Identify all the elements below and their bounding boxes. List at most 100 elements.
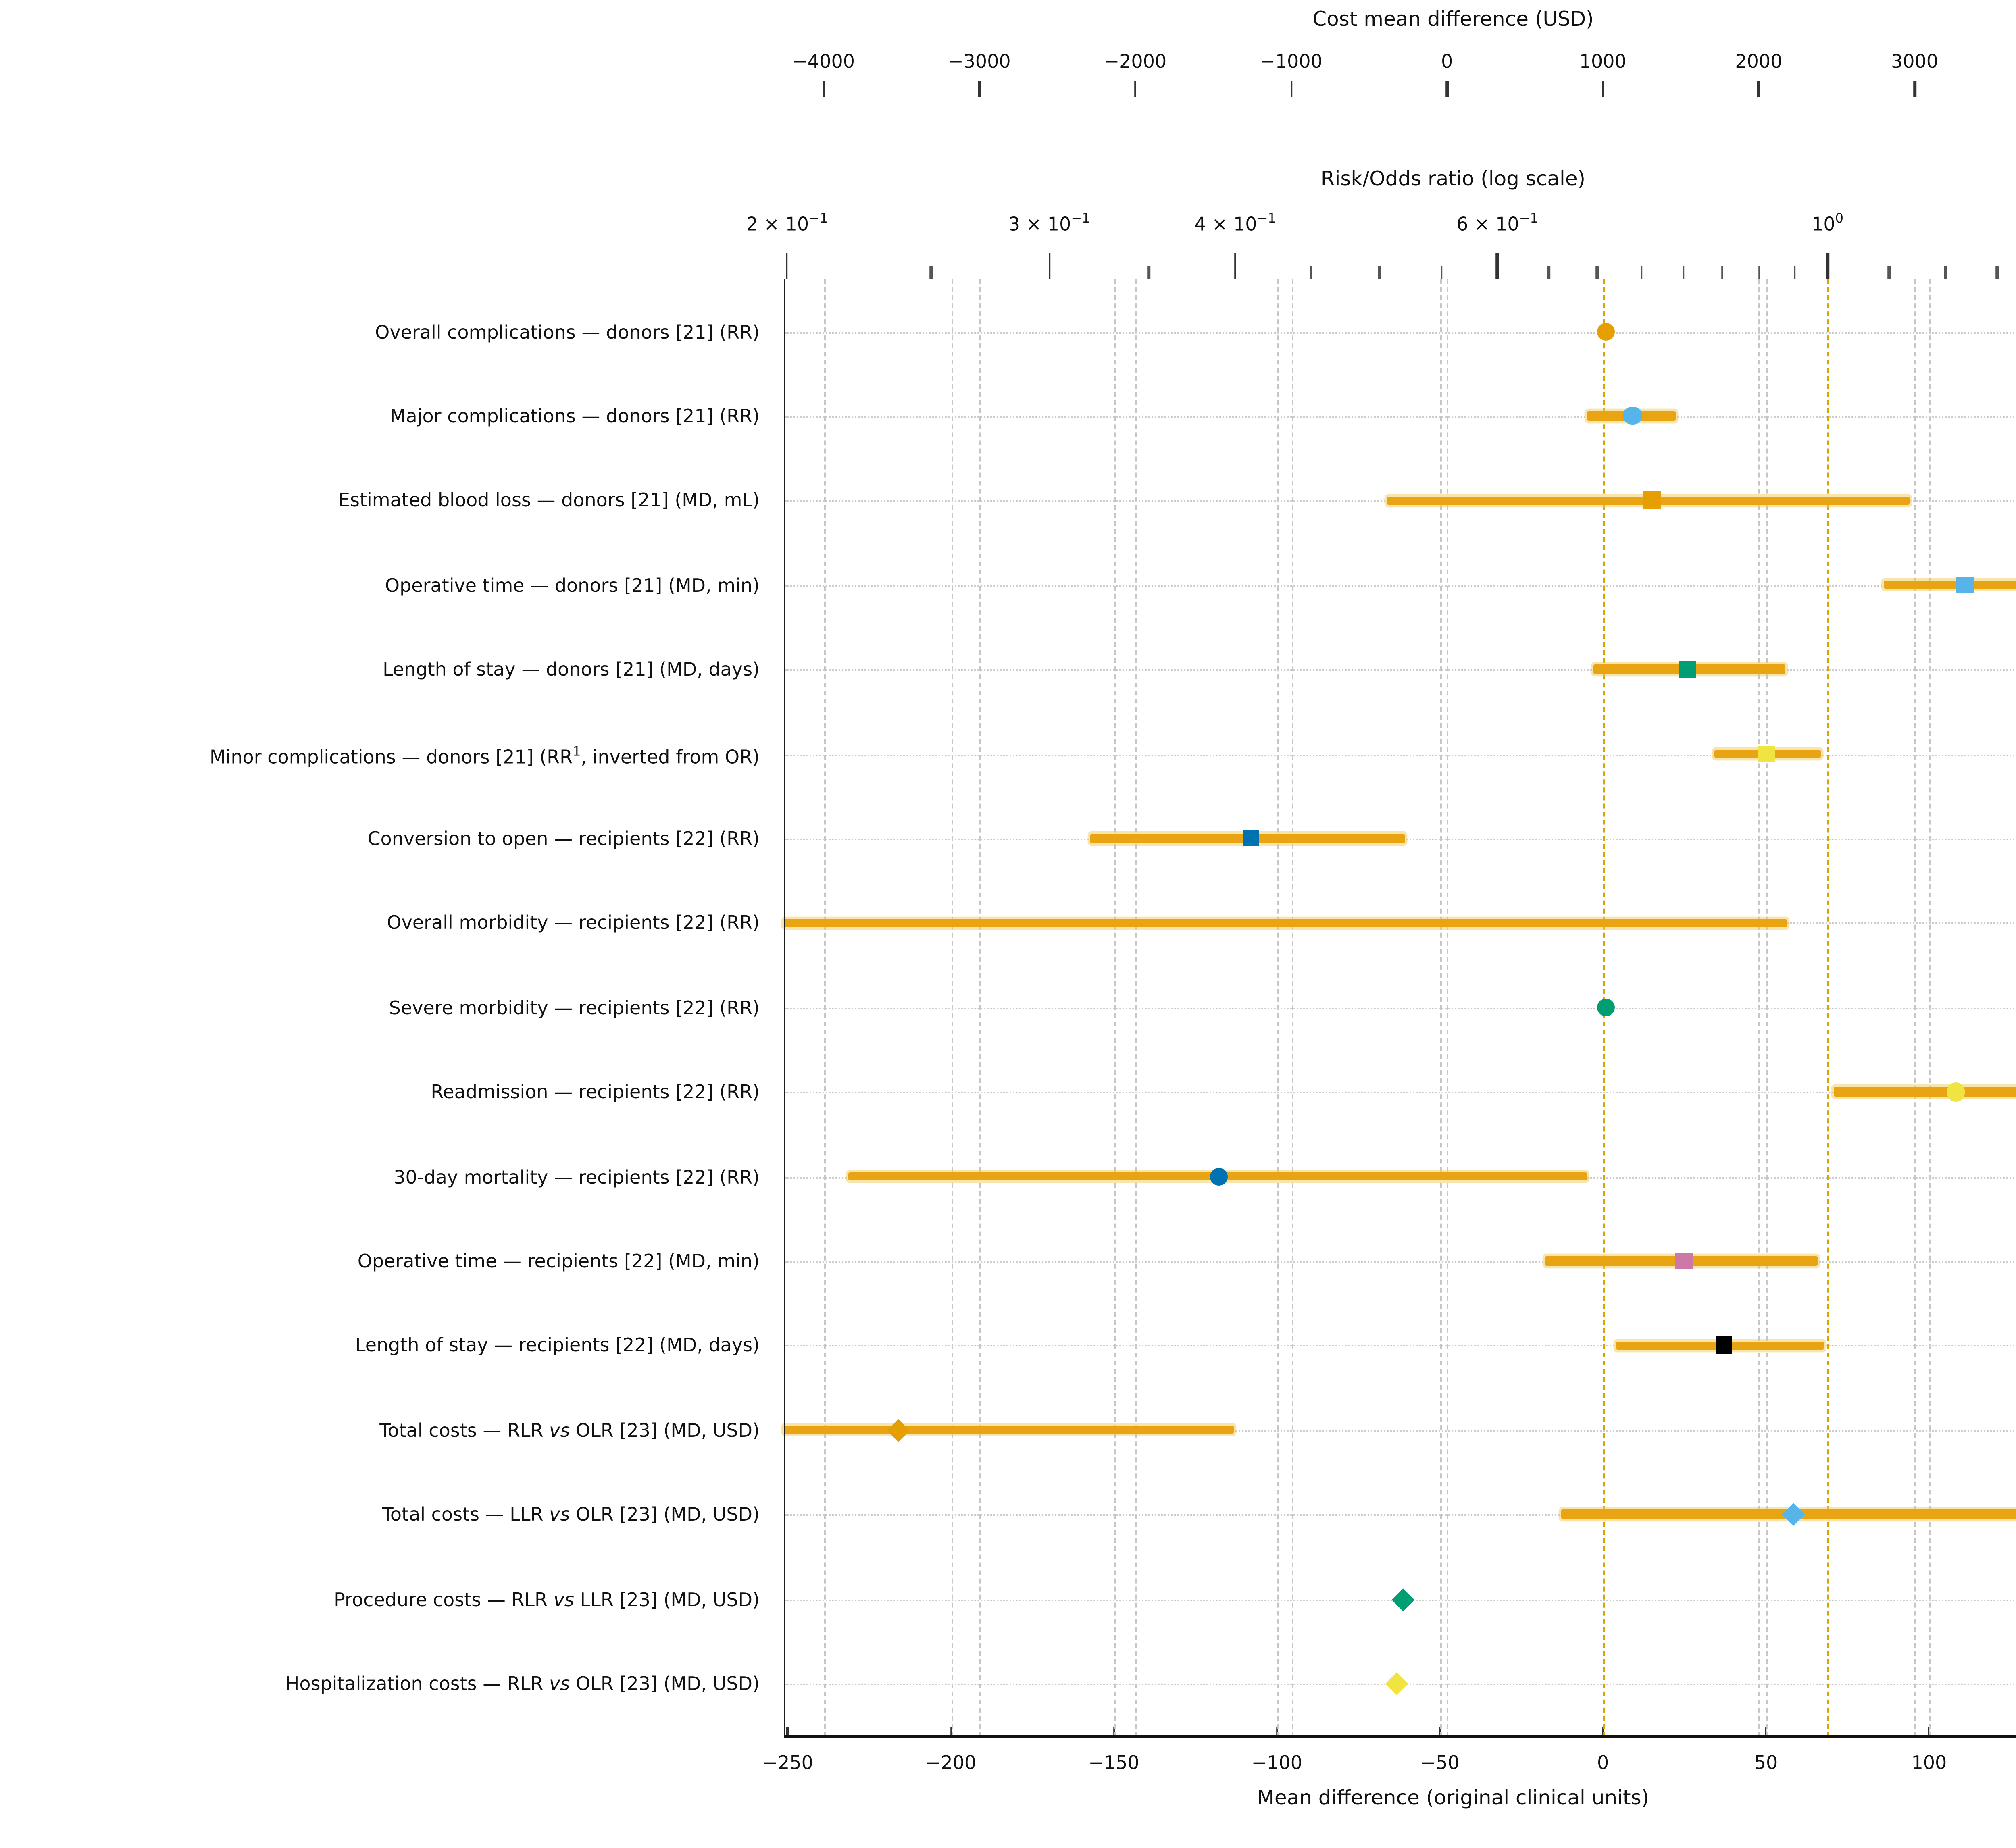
row-label: Minor complications — donors [21] (RR1, …: [209, 743, 760, 768]
row-label: Total costs — RLR vs OLR [23] (MD, USD): [379, 1418, 760, 1441]
ratio-axis-title: Risk/Odds ratio (log scale): [1320, 166, 1586, 190]
row-label: Severe morbidity — recipients [22] (RR): [389, 996, 760, 1019]
ratio-minor-tick: [1640, 266, 1643, 279]
cost-tick-label: 0: [1441, 50, 1453, 73]
ratio-major-tick: [1234, 253, 1237, 279]
cost-tick: [1758, 81, 1760, 97]
ratio-tick-label: 100: [1812, 211, 1844, 235]
row-label: Overall complications — donors [21] (RR): [375, 320, 760, 343]
row-label: Major complications — donors [21] (RR): [389, 404, 760, 427]
ratio-major-tick: [1826, 253, 1829, 279]
point-marker-square: [1676, 1252, 1693, 1269]
md-tick-label: −200: [925, 1751, 977, 1774]
row-guide-line: [785, 416, 2016, 418]
ratio-minor-tick: [1440, 266, 1442, 279]
ratio-tick-label: 2 × 10−1: [746, 211, 828, 235]
point-marker-square: [1758, 745, 1775, 762]
ratio-minor-tick: [1793, 266, 1796, 279]
row-guide-line: [785, 1007, 2016, 1009]
point-marker-diamond: [1386, 1672, 1408, 1695]
point-marker-square: [1956, 576, 1974, 593]
cost-tick: [1913, 81, 1916, 97]
cost-tick: [822, 81, 825, 97]
cost-tick-label: 3000: [1891, 50, 1939, 73]
row-label: Readmission — recipients [22] (RR): [431, 1080, 760, 1103]
point-marker-diamond: [887, 1419, 910, 1441]
row-guide-line: [785, 1345, 2016, 1347]
ratio-minor-tick: [1944, 266, 1947, 279]
cost-tick-label: −4000: [792, 50, 855, 73]
point-marker-square: [1679, 661, 1696, 678]
ratio-minor-tick: [1996, 266, 1999, 279]
ratio-minor-tick: [1758, 266, 1761, 279]
cost-tick: [978, 81, 981, 97]
row-label: Conversion to open — recipients [22] (RR…: [367, 827, 760, 850]
point-marker-diamond: [1783, 1503, 1805, 1526]
row-guide-line: [785, 1261, 2016, 1263]
confidence-interval-line: [1883, 580, 2016, 589]
ratio-major-tick: [1048, 253, 1050, 279]
cost-tick-label: 2000: [1735, 50, 1783, 73]
point-marker-circle: [1597, 322, 1616, 341]
ratio-major-tick: [786, 253, 788, 279]
row-guide-line: [785, 331, 2016, 333]
row-label: Overall morbidity — recipients [22] (RR): [387, 912, 760, 934]
ratio-minor-tick: [1548, 266, 1550, 279]
point-marker-square: [1243, 830, 1260, 847]
cost-tick: [1602, 81, 1604, 97]
cost-tick-label: −3000: [948, 50, 1011, 73]
row-guide-line: [785, 754, 2016, 755]
md-tick-label: 100: [1911, 1751, 1947, 1774]
cost-tick-label: −2000: [1104, 50, 1167, 73]
point-marker-square: [1643, 492, 1660, 509]
cost-axis-title: Cost mean difference (USD): [1312, 6, 1594, 31]
md-tick-label: 0: [1597, 1751, 1609, 1774]
ratio-minor-tick: [1682, 266, 1685, 279]
ratio-minor-tick: [1888, 266, 1891, 279]
cost-tick-label: 1000: [1579, 50, 1627, 73]
reference-line-ratio: [1827, 279, 1829, 1737]
ratio-minor-tick: [1310, 266, 1313, 279]
point-marker-circle: [1947, 1082, 1966, 1101]
plot-area: [784, 279, 2016, 1738]
cost-tick: [1134, 81, 1137, 97]
confidence-interval-line: [1834, 1087, 2016, 1097]
ratio-minor-tick: [1378, 266, 1381, 279]
md-tick-label: −100: [1251, 1751, 1302, 1774]
ratio-minor-tick: [930, 266, 933, 279]
bottom-spine: [784, 1735, 2016, 1738]
row-label: Hospitalization costs — RLR vs OLR [23] …: [285, 1672, 760, 1695]
row-label: Operative time — recipients [22] (MD, mi…: [357, 1249, 760, 1272]
point-marker-square: [1715, 1337, 1732, 1354]
row-label: Length of stay — recipients [22] (MD, da…: [355, 1334, 760, 1357]
ratio-tick-label: 6 × 10−1: [1456, 211, 1538, 235]
ratio-major-tick: [1496, 253, 1499, 279]
row-label: Estimated blood loss — donors [21] (MD, …: [338, 489, 760, 512]
ratio-minor-tick: [1148, 266, 1150, 279]
point-marker-circle: [1597, 998, 1616, 1017]
cost-tick-label: −1000: [1260, 50, 1322, 73]
md-tick-label: 50: [1754, 1751, 1778, 1774]
row-label: 30-day mortality — recipients [22] (RR): [394, 1165, 760, 1188]
confidence-interval-line: [784, 918, 1788, 928]
point-marker-circle: [1623, 406, 1642, 425]
cost-tick: [1290, 81, 1292, 97]
row-label: Operative time — donors [21] (MD, min): [385, 573, 760, 596]
cost-tick: [1445, 81, 1448, 97]
row-label: Procedure costs — RLR vs LLR [23] (MD, U…: [334, 1588, 760, 1610]
row-label: Total costs — LLR vs OLR [23] (MD, USD): [382, 1503, 760, 1526]
row-guide-line: [785, 669, 2016, 671]
ratio-tick-label: 4 × 10−1: [1194, 211, 1276, 235]
md-tick-label: −250: [762, 1751, 813, 1774]
row-guide-line: [785, 585, 2016, 587]
point-marker-circle: [1209, 1167, 1228, 1186]
md-tick-label: −150: [1088, 1751, 1139, 1774]
confidence-interval-line: [784, 1425, 1233, 1434]
ratio-minor-tick: [1595, 266, 1598, 279]
md-tick: [786, 1727, 789, 1737]
md-axis-title: Mean difference (original clinical units…: [1257, 1785, 1649, 1809]
ratio-minor-tick: [1721, 266, 1724, 279]
row-guide-line: [785, 1092, 2016, 1094]
md-tick-label: −50: [1420, 1751, 1460, 1774]
